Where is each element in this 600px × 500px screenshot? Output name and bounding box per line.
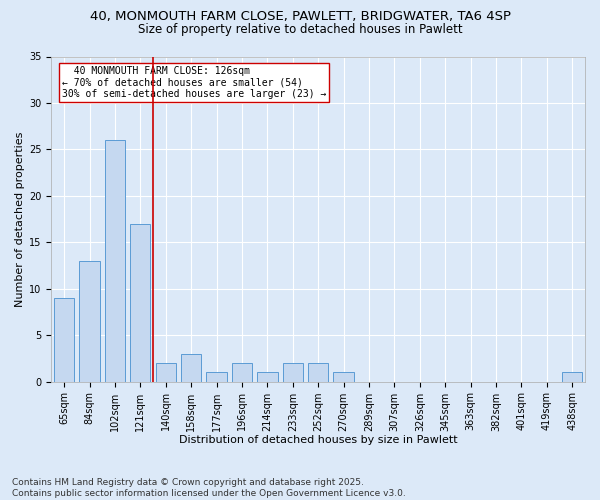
Bar bbox=[155, 363, 176, 382]
Bar bbox=[79, 261, 100, 382]
Bar bbox=[308, 363, 328, 382]
Bar bbox=[257, 372, 278, 382]
Bar bbox=[130, 224, 151, 382]
Bar bbox=[181, 354, 202, 382]
Bar bbox=[283, 363, 303, 382]
Y-axis label: Number of detached properties: Number of detached properties bbox=[15, 132, 25, 306]
Bar bbox=[105, 140, 125, 382]
Text: 40, MONMOUTH FARM CLOSE, PAWLETT, BRIDGWATER, TA6 4SP: 40, MONMOUTH FARM CLOSE, PAWLETT, BRIDGW… bbox=[89, 10, 511, 23]
Text: 40 MONMOUTH FARM CLOSE: 126sqm
← 70% of detached houses are smaller (54)
30% of : 40 MONMOUTH FARM CLOSE: 126sqm ← 70% of … bbox=[62, 66, 326, 100]
Bar bbox=[232, 363, 252, 382]
Bar bbox=[54, 298, 74, 382]
Text: Size of property relative to detached houses in Pawlett: Size of property relative to detached ho… bbox=[137, 22, 463, 36]
Bar bbox=[206, 372, 227, 382]
X-axis label: Distribution of detached houses by size in Pawlett: Distribution of detached houses by size … bbox=[179, 435, 458, 445]
Bar bbox=[562, 372, 583, 382]
Bar bbox=[334, 372, 354, 382]
Text: Contains HM Land Registry data © Crown copyright and database right 2025.
Contai: Contains HM Land Registry data © Crown c… bbox=[12, 478, 406, 498]
